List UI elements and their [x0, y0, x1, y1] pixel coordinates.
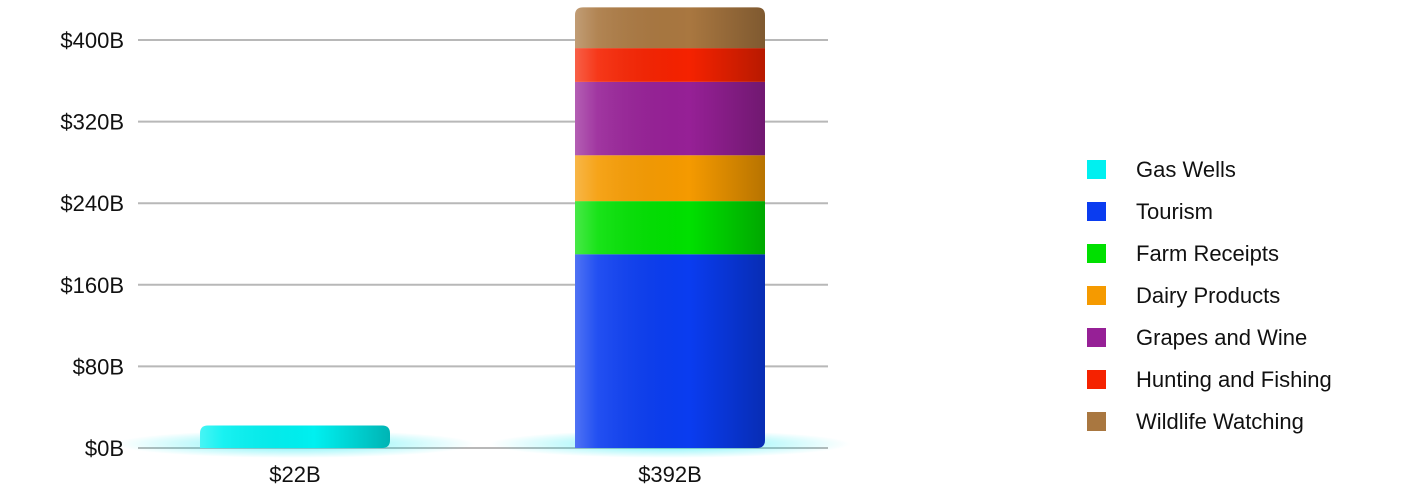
- legend-swatch: [1087, 160, 1106, 179]
- legend-item: Dairy Products: [1087, 283, 1280, 308]
- bar-segment-shading: [575, 81, 765, 156]
- bar-segment-shading: [575, 48, 765, 82]
- legend-swatch: [1087, 244, 1106, 263]
- legend-label: Tourism: [1136, 199, 1213, 224]
- y-tick-label: $0B: [85, 436, 124, 461]
- bar-segment-shading: [200, 425, 390, 448]
- y-tick-label: $80B: [73, 354, 124, 379]
- y-axis-ticks: $0B $80B $160B $240B $320B $400B: [60, 28, 124, 461]
- legend-swatch: [1087, 412, 1106, 431]
- bar-segment-shading: [575, 7, 765, 49]
- legend-item: Tourism: [1087, 199, 1213, 224]
- category-labels: $22B $392B: [269, 462, 702, 487]
- legend-item: Wildlife Watching: [1087, 409, 1304, 434]
- legend-label: Gas Wells: [1136, 157, 1236, 182]
- y-tick-label: $160B: [60, 273, 124, 298]
- bars: [114, 7, 851, 458]
- legend-item: Gas Wells: [1087, 157, 1236, 182]
- legend-item: Farm Receipts: [1087, 241, 1279, 266]
- legend-swatch: [1087, 370, 1106, 389]
- category-label: $392B: [638, 462, 702, 487]
- legend-swatch: [1087, 202, 1106, 221]
- legend-swatch: [1087, 286, 1106, 305]
- bar-segment-shading: [575, 254, 765, 448]
- y-tick-label: $320B: [60, 110, 124, 135]
- legend: Gas Wells Tourism Farm Receipts Dairy Produ…: [1087, 157, 1332, 434]
- bar-segment-shading: [575, 201, 765, 255]
- legend-label: Dairy Products: [1136, 283, 1280, 308]
- y-tick-label: $240B: [60, 191, 124, 216]
- legend-swatch: [1087, 328, 1106, 347]
- legend-label: Wildlife Watching: [1136, 409, 1304, 434]
- legend-label: Farm Receipts: [1136, 241, 1279, 266]
- category-label: $22B: [269, 462, 320, 487]
- legend-label: Hunting and Fishing: [1136, 367, 1332, 392]
- legend-item: Hunting and Fishing: [1087, 367, 1332, 392]
- y-tick-label: $400B: [60, 28, 124, 53]
- bar-segment-shading: [575, 155, 765, 202]
- legend-label: Grapes and Wine: [1136, 325, 1307, 350]
- legend-item: Grapes and Wine: [1087, 325, 1307, 350]
